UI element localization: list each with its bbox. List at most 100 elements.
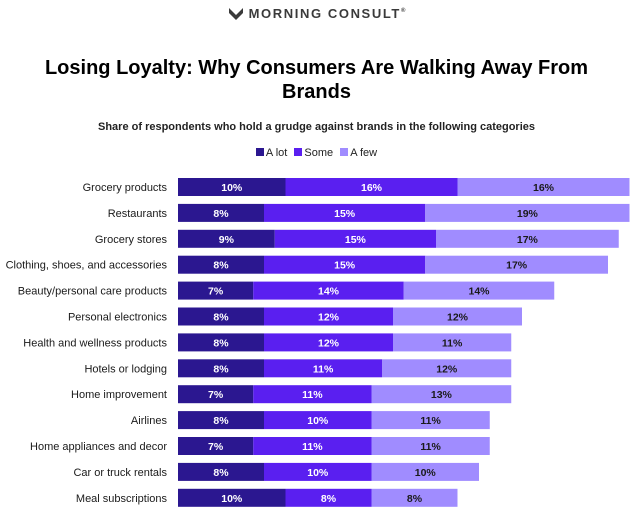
bar-a-few-grocery-products [457,178,630,196]
category-label-meal-subscriptions: Meal subscriptions [76,493,168,505]
bar-some-grocery-stores [274,229,436,248]
bar-a-few-restaurants [425,203,630,222]
bar-some-home-improvement [253,385,372,404]
data-label-a-lot-hotels-or-lodging: 8% [213,363,229,375]
bar-a-few-grocery-stores [436,229,619,248]
brand-logo: MORNING CONSULT® [0,6,633,21]
data-label-a-lot-airlines: 8% [213,415,229,427]
bar-some-personal-electronics [264,307,393,326]
data-label-a-few-hotels-or-lodging: 12% [436,363,458,375]
bar-a-few-beauty-personal-care-products [403,281,555,300]
data-label-a-few-clothing-shoes-and-accessories: 17% [506,260,528,272]
bar-some-beauty-personal-care-products [253,281,404,300]
data-label-some-personal-electronics: 12% [318,312,340,324]
bar-a-few-personal-electronics [393,307,522,326]
bar-some-meal-subscriptions [285,488,372,507]
bar-a-lot-meal-subscriptions [178,488,286,507]
bar-a-few-hotels-or-lodging [382,359,512,378]
data-label-some-hotels-or-lodging: 11% [313,363,334,375]
bar-a-few-home-improvement [371,385,512,404]
chart-title: Losing Loyalty: Why Consumers Are Walkin… [44,57,589,103]
bar-some-restaurants [264,203,426,222]
category-label-airlines: Airlines [131,415,168,427]
data-label-a-lot-meal-subscriptions: 10% [221,493,243,505]
legend-item-some: Some [294,147,333,159]
data-label-a-lot-car-or-truck-rentals: 8% [213,467,229,479]
legend-swatch-a-lot [255,148,264,156]
data-label-a-few-airlines: 11% [420,415,441,427]
data-label-a-few-home-improvement: 13% [431,389,453,401]
bar-a-lot-grocery-stores [178,229,275,248]
data-label-some-grocery-products: 16% [361,182,383,194]
bar-a-few-clothing-shoes-and-accessories [425,255,608,274]
legend-item-a-lot: A lot [255,147,288,159]
bar-some-health-and-wellness-products [264,333,393,352]
data-label-a-lot-grocery-stores: 9% [219,234,235,246]
data-label-a-few-grocery-products: 16% [533,182,555,194]
data-label-a-lot-personal-electronics: 8% [213,312,229,324]
brand-name: MORNING CONSULT [248,6,401,21]
data-label-a-few-health-and-wellness-products: 11% [442,337,463,349]
bar-some-clothing-shoes-and-accessories [264,255,426,274]
morning-consult-logo-icon [228,8,243,20]
chart-legend: A lot Some A few [0,147,633,159]
bar-some-home-appliances-and-decor [253,437,372,455]
bar-a-few-car-or-truck-rentals [371,462,479,481]
category-label-grocery-stores: Grocery stores [95,234,168,246]
legend-swatch-some [294,148,303,156]
data-label-some-home-appliances-and-decor: 11% [302,441,323,453]
bar-some-airlines [264,411,372,430]
category-label-grocery-products: Grocery products [83,182,168,194]
data-label-a-lot-home-improvement: 7% [208,389,224,401]
bar-a-lot-hotels-or-lodging [178,359,264,378]
data-label-some-clothing-shoes-and-accessories: 15% [334,260,356,272]
legend-label-a-few: A few [350,147,378,159]
data-label-a-few-beauty-personal-care-products: 14% [468,286,490,298]
category-label-home-appliances-and-decor: Home appliances and decor [30,441,167,453]
data-label-a-lot-home-appliances-and-decor: 7% [208,441,224,453]
bar-a-lot-grocery-products [178,178,286,196]
category-label-hotels-or-lodging: Hotels or lodging [84,363,167,375]
bar-a-lot-restaurants [178,203,264,222]
chart-subtitle: Share of respondents who hold a grudge a… [98,121,535,133]
data-label-a-few-grocery-stores: 17% [517,234,539,246]
data-label-a-few-home-appliances-and-decor: 11% [420,441,441,453]
data-label-some-meal-subscriptions: 8% [321,493,337,505]
bar-a-lot-car-or-truck-rentals [178,462,264,481]
bar-a-few-meal-subscriptions [371,488,458,507]
category-label-restaurants: Restaurants [108,208,168,220]
legend-swatch-a-few [340,148,349,156]
data-label-a-few-meal-subscriptions: 8% [407,493,423,505]
data-label-a-lot-health-and-wellness-products: 8% [213,337,229,349]
legend-label-a-lot: A lot [265,147,288,159]
data-label-a-lot-clothing-shoes-and-accessories: 8% [213,260,229,272]
bar-a-lot-home-improvement [178,385,254,404]
data-label-a-lot-restaurants: 8% [213,208,229,220]
data-label-some-car-or-truck-rentals: 10% [307,467,329,479]
data-label-a-few-car-or-truck-rentals: 10% [415,467,437,479]
data-label-a-few-restaurants: 19% [517,208,539,220]
bar-a-few-airlines [371,411,490,430]
bar-a-few-health-and-wellness-products [393,333,512,352]
bar-a-lot-beauty-personal-care-products [178,281,254,300]
bar-some-car-or-truck-rentals [264,462,372,481]
bar-some-grocery-products [285,178,458,196]
bar-a-lot-personal-electronics [178,307,264,326]
data-label-some-airlines: 10% [307,415,329,427]
category-label-health-and-wellness-products: Health and wellness products [23,337,167,349]
data-label-some-grocery-stores: 15% [345,234,367,246]
legend-label-some: Some [304,147,334,159]
bar-a-lot-home-appliances-and-decor [178,437,254,455]
bar-a-lot-health-and-wellness-products [178,333,264,352]
legend-item-a-few: A few [340,147,377,159]
data-label-some-restaurants: 15% [334,208,356,220]
bar-a-lot-clothing-shoes-and-accessories [178,255,264,274]
data-label-some-home-improvement: 11% [302,389,323,401]
bar-a-few-home-appliances-and-decor [371,437,490,455]
category-label-car-or-truck-rentals: Car or truck rentals [73,467,167,479]
bar-some-hotels-or-lodging [264,359,383,378]
data-label-some-beauty-personal-care-products: 14% [318,286,340,298]
data-label-a-lot-grocery-products: 10% [221,182,243,194]
data-label-a-few-personal-electronics: 12% [447,312,469,324]
